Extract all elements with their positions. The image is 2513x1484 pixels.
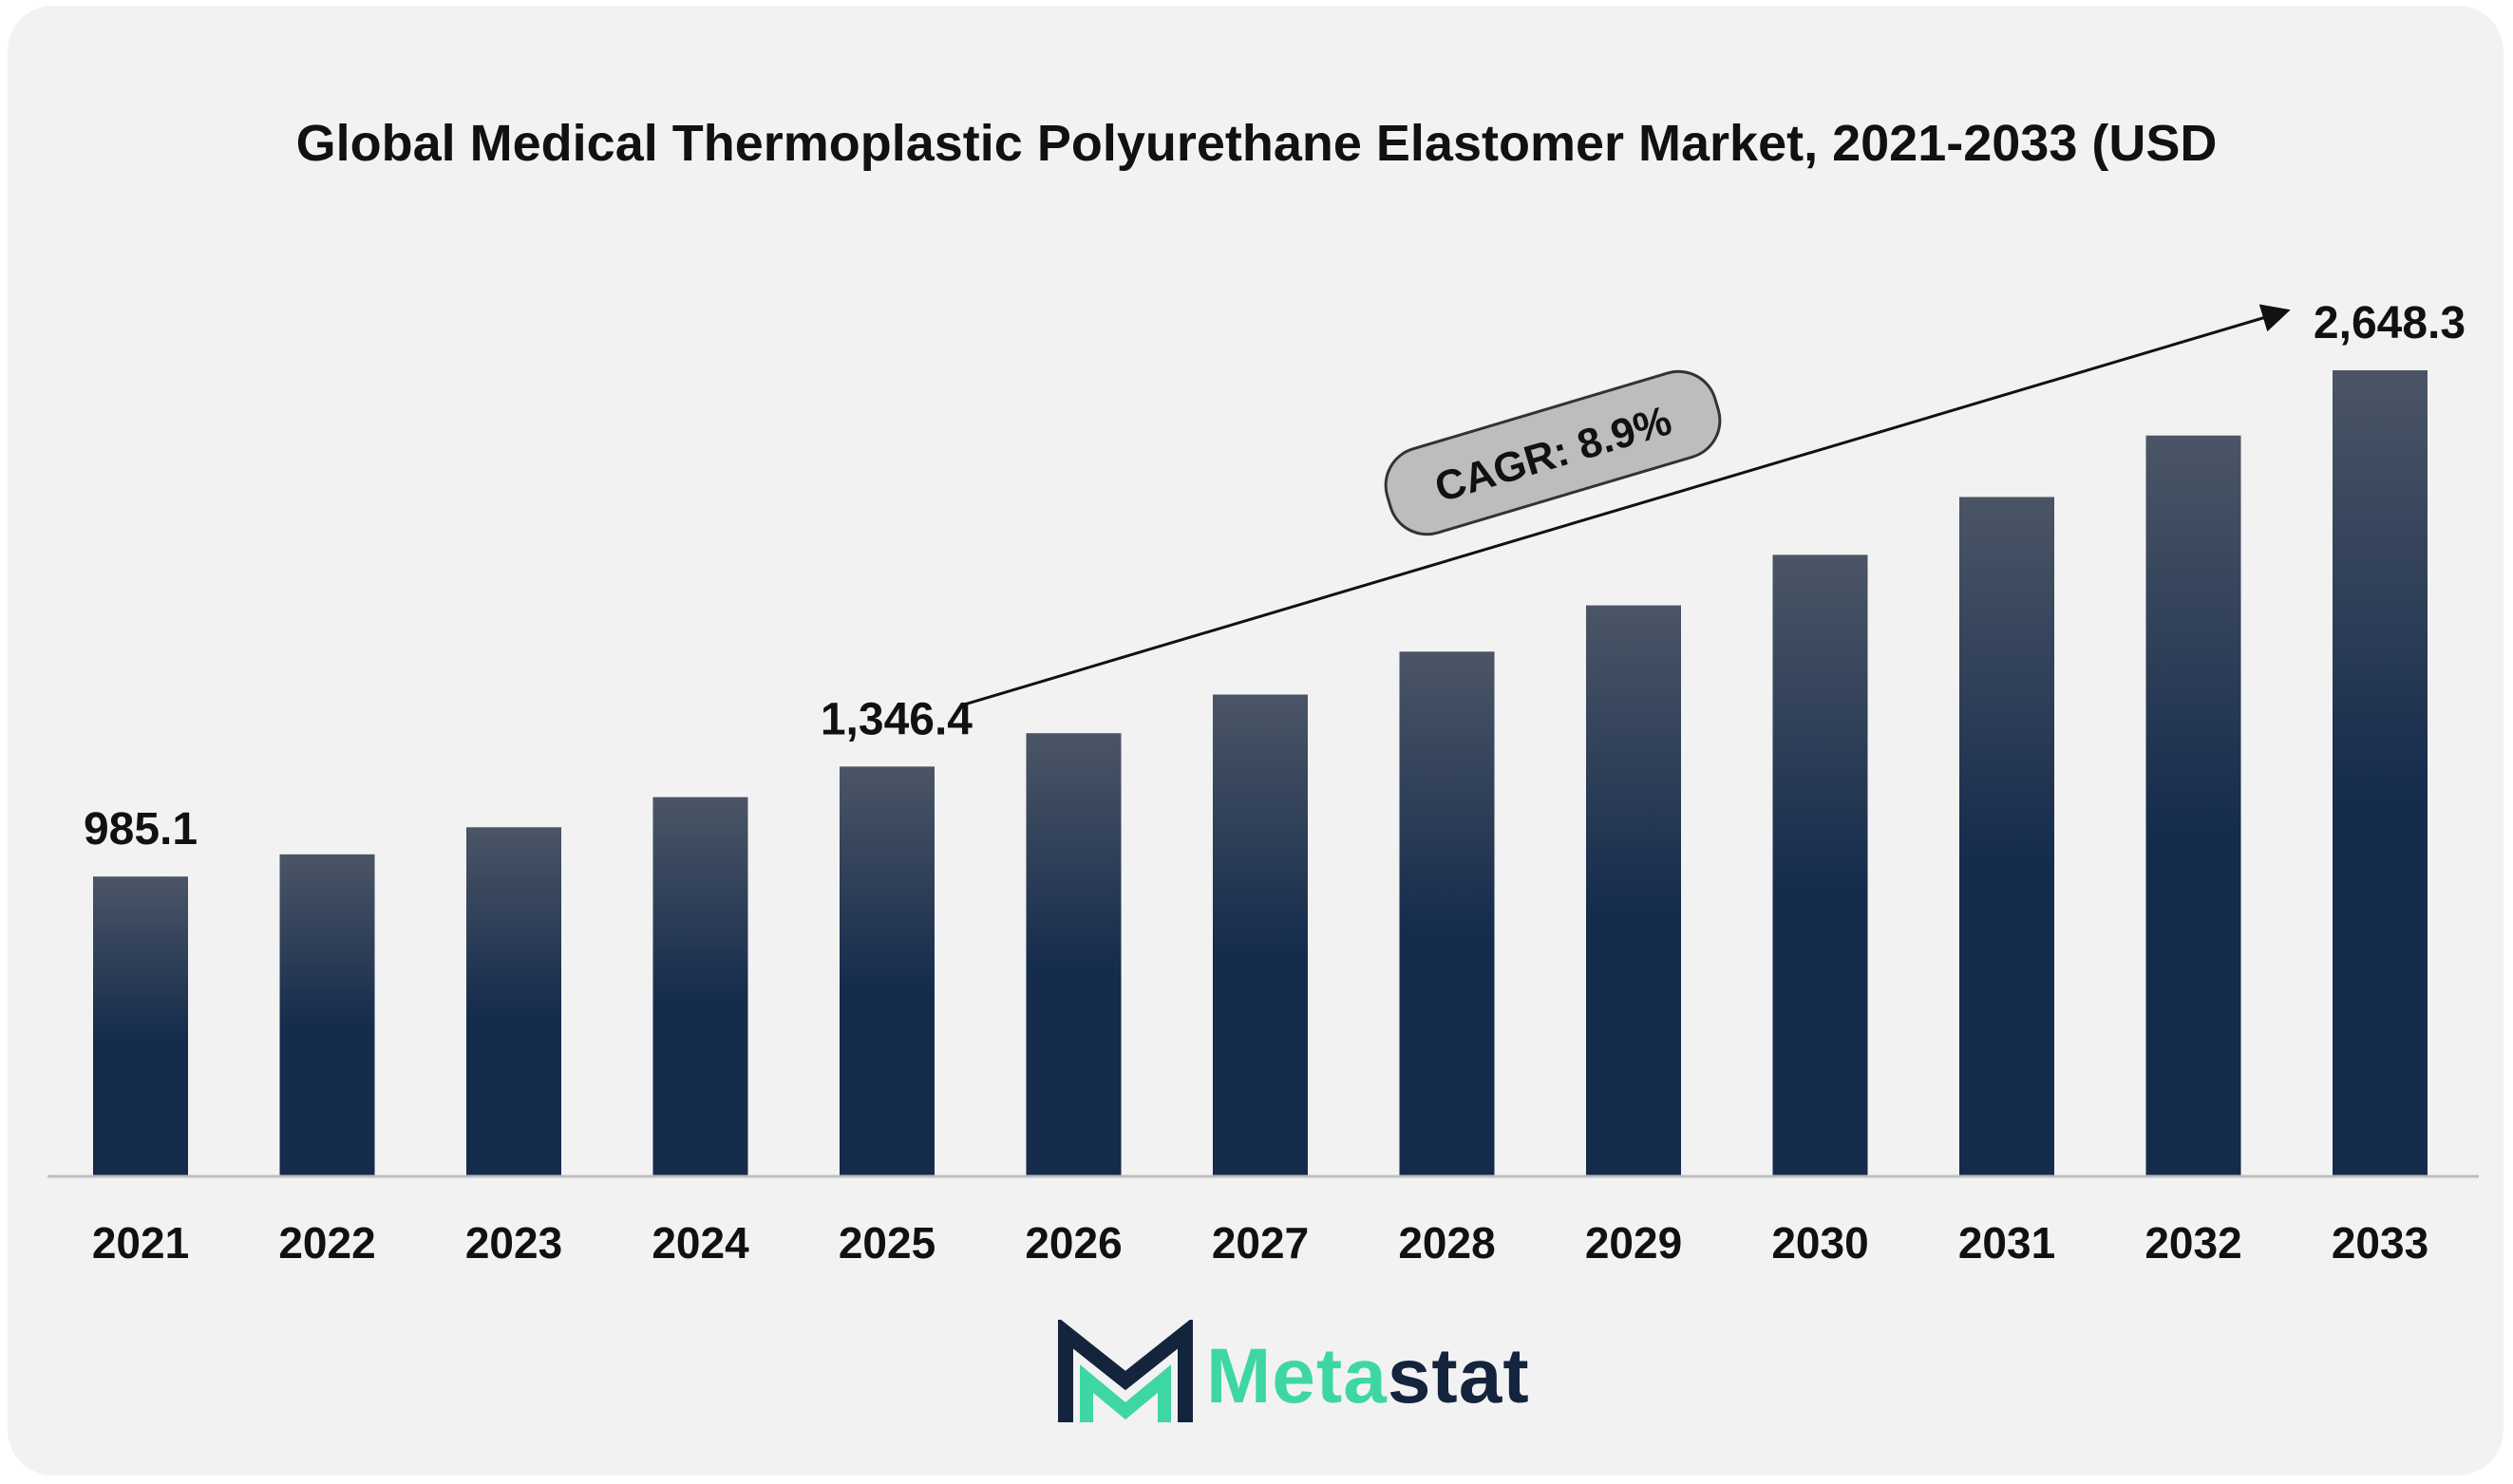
bar-2023 xyxy=(466,827,561,1176)
bar-2029 xyxy=(1586,605,1681,1176)
bar-2021 xyxy=(93,876,188,1176)
chart-title: Global Medical Thermoplastic Polyurethan… xyxy=(295,115,2218,172)
brand-name-part2: stat xyxy=(1387,1333,1530,1419)
data-label-2021: 985.1 xyxy=(84,804,198,855)
bar-2026 xyxy=(1026,733,1122,1176)
x-tick-label-2032: 2032 xyxy=(2145,1218,2241,1268)
x-tick-label-2026: 2026 xyxy=(1025,1218,1122,1268)
data-label-2025: 1,346.4 xyxy=(821,694,973,744)
bar-2032 xyxy=(2145,435,2241,1176)
bar-2024 xyxy=(652,797,748,1176)
metastat-m-icon xyxy=(1058,1320,1193,1422)
x-tick-label-2022: 2022 xyxy=(278,1218,375,1268)
data-label-2033: 2,648.3 xyxy=(2314,298,2466,348)
x-tick-label-2033: 2033 xyxy=(2332,1218,2428,1268)
bar-2025 xyxy=(840,766,935,1176)
x-tick-label-2030: 2030 xyxy=(1771,1218,1868,1268)
bar-2030 xyxy=(1772,554,1868,1176)
x-tick-label-2023: 2023 xyxy=(465,1218,562,1268)
x-tick-label-2027: 2027 xyxy=(1212,1218,1309,1268)
bar-2028 xyxy=(1399,651,1495,1176)
x-tick-label-2021: 2021 xyxy=(92,1218,189,1268)
metastat-logo: Metastat xyxy=(1054,1320,1567,1434)
metastat-wordmark: Metastat xyxy=(1206,1320,1530,1434)
bar-2031 xyxy=(1959,497,2054,1176)
x-tick-label-2031: 2031 xyxy=(1958,1218,2055,1268)
x-tick-label-2028: 2028 xyxy=(1398,1218,1495,1268)
bar-2022 xyxy=(279,854,375,1176)
bar-2027 xyxy=(1213,694,1308,1176)
bar-2033 xyxy=(2333,370,2428,1176)
cagr-arrow xyxy=(962,304,2291,706)
x-tick-label-2024: 2024 xyxy=(652,1218,749,1268)
cagr-pill: CAGR: 8.9% xyxy=(1384,369,1722,536)
brand-name-part1: Meta xyxy=(1206,1333,1388,1419)
x-tick-label-2029: 2029 xyxy=(1585,1218,1682,1268)
x-tick-label-2025: 2025 xyxy=(839,1218,935,1268)
